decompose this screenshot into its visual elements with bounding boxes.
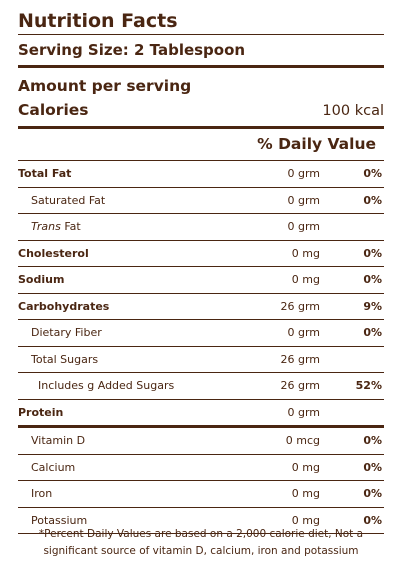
amount-per-serving: Amount per serving bbox=[18, 77, 192, 95]
calories-row: Calories 100 kcal bbox=[18, 97, 384, 126]
panel-title: Nutrition Facts bbox=[18, 10, 178, 32]
nutrient-amount: 0 grm bbox=[240, 213, 352, 241]
nutrient-name: Total Fat bbox=[18, 161, 240, 188]
vitamin-amount: 0 mg bbox=[240, 454, 352, 481]
nutrient-name: Cholesterol bbox=[18, 240, 240, 267]
calories-label: Calories bbox=[18, 101, 89, 119]
divider-thick bbox=[18, 126, 384, 129]
vitamins-table: Vitamin D 0 mcg 0% Calcium 0 mg 0% Iron … bbox=[18, 428, 384, 533]
nutrient-amount: 26 grm bbox=[240, 372, 352, 400]
nutrient-percent: 0% bbox=[352, 187, 384, 214]
calories-value: 100 kcal bbox=[322, 103, 384, 119]
vitamin-name: Iron bbox=[18, 480, 240, 508]
table-row: Saturated Fat 0 grm 0% bbox=[18, 187, 384, 214]
vitamin-name: Calcium bbox=[18, 454, 240, 481]
daily-value-header: % Daily Value bbox=[257, 135, 376, 153]
nutrient-amount: 0 grm bbox=[287, 405, 320, 419]
vitamin-percent: 0% bbox=[352, 454, 384, 481]
table-row: Dietary Fiber 0 grm 0% bbox=[18, 319, 384, 347]
vitamin-percent: 0% bbox=[363, 513, 382, 527]
trans-fat-rest: Fat bbox=[60, 220, 81, 234]
trans-italic: Trans bbox=[31, 220, 61, 234]
table-row: Total Fat 0 grm 0% bbox=[18, 161, 384, 188]
nutrient-amount: 0 grm bbox=[240, 161, 352, 188]
nutrient-amount: 26 grm bbox=[240, 293, 352, 320]
divider-thick bbox=[18, 65, 384, 68]
nutrient-name: Dietary Fiber bbox=[18, 319, 240, 347]
vitamin-name: Potassium bbox=[31, 513, 88, 527]
vitamin-amount: 0 mcg bbox=[240, 428, 352, 455]
table-row: Protein 0 grm bbox=[18, 399, 384, 425]
table-row: Vitamin D 0 mcg 0% bbox=[18, 428, 384, 455]
nutrient-percent bbox=[352, 346, 384, 373]
serving-size: Serving Size: 2 Tablespoon bbox=[18, 41, 246, 59]
table-row: Cholesterol 0 mg 0% bbox=[18, 240, 384, 267]
vitamin-percent: 0% bbox=[352, 428, 384, 455]
nutrient-name: Protein bbox=[18, 405, 64, 419]
nutrient-name: Trans Fat bbox=[18, 213, 240, 241]
nutrient-amount: 0 grm bbox=[240, 319, 352, 347]
nutrient-name: Sodium bbox=[18, 266, 240, 294]
nutrient-name: Carbohydrates bbox=[18, 293, 240, 320]
table-row: Iron 0 mg 0% bbox=[18, 480, 384, 508]
nutrient-name: Includes g Added Sugars bbox=[18, 372, 240, 400]
table-row: Potassium 0 mg 0% bbox=[18, 507, 384, 533]
divider bbox=[18, 160, 384, 161]
nutrients-table: Total Fat 0 grm 0% Saturated Fat 0 grm 0… bbox=[18, 161, 384, 425]
vitamin-name: Vitamin D bbox=[18, 428, 240, 455]
divider bbox=[18, 34, 384, 35]
nutrient-percent: 0% bbox=[352, 240, 384, 267]
table-row: Carbohydrates 26 grm 9% bbox=[18, 293, 384, 320]
vitamin-amount: 0 mg bbox=[291, 513, 320, 527]
table-row: Trans Fat 0 grm bbox=[18, 213, 384, 241]
divider-thick bbox=[18, 425, 384, 428]
vitamin-percent: 0% bbox=[352, 480, 384, 508]
nutrient-amount: 0 mg bbox=[240, 240, 352, 267]
nutrient-percent bbox=[352, 399, 384, 425]
nutrient-percent: 0% bbox=[352, 266, 384, 294]
nutrient-amount: 26 grm bbox=[240, 346, 352, 373]
footnote: *Percent Daily Values are based on a 2,0… bbox=[38, 528, 364, 557]
nutrient-percent: 52% bbox=[352, 372, 384, 400]
nutrient-percent: 0% bbox=[352, 161, 384, 188]
nutrient-percent bbox=[352, 213, 384, 241]
vitamin-amount: 0 mg bbox=[240, 480, 352, 508]
nutrient-name: Saturated Fat bbox=[18, 187, 240, 214]
table-row: Sodium 0 mg 0% bbox=[18, 266, 384, 294]
nutrient-amount: 0 grm bbox=[240, 187, 352, 214]
nutrition-facts-panel: Nutrition Facts Serving Size: 2 Tablespo… bbox=[18, 8, 384, 534]
table-row: Calcium 0 mg 0% bbox=[18, 454, 384, 481]
nutrient-percent: 0% bbox=[352, 319, 384, 347]
nutrient-name: Total Sugars bbox=[18, 346, 240, 373]
table-row: Total Sugars 26 grm bbox=[18, 346, 384, 373]
nutrient-amount: 0 mg bbox=[240, 266, 352, 294]
table-row: Includes g Added Sugars 26 grm 52% bbox=[18, 372, 384, 400]
nutrient-percent: 9% bbox=[352, 293, 384, 320]
divider bbox=[18, 533, 384, 534]
